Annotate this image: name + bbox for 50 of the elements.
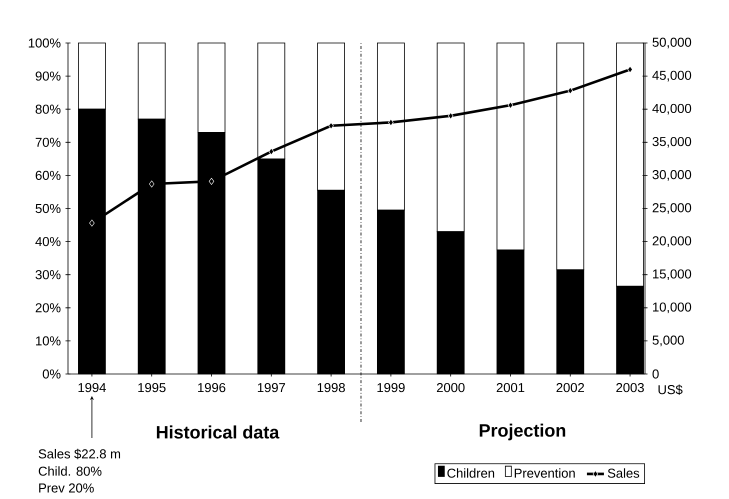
y-tick-label: 80% [36,104,61,114]
y-tick-label: 90% [36,72,61,81]
y-tick-label: 30% [36,270,61,280]
x-tick-label: 1999 [377,383,405,392]
legend-label: Children [447,468,494,478]
x-tick-label: 1995 [138,383,166,392]
x-tick-label: 2003 [616,383,644,392]
x-tick-label: 1996 [198,383,226,392]
point [208,178,214,185]
y-tick-label: 40% [35,237,61,246]
y2-tick-label: 40,000 [652,104,692,115]
legend-label: Prevention [514,468,575,478]
x-tick-label: 2002 [556,383,584,392]
y2-tick-label: 15,000 [653,269,692,280]
y-tick-label: 10% [36,336,61,346]
y2-tick-label: 0 [652,369,659,379]
y2-tick-label: 20,000 [652,236,692,247]
y2-axis-title: US$ [658,384,683,395]
point [89,220,95,227]
point [448,112,454,120]
legend-label: Sales [608,468,640,478]
point [388,118,394,126]
y-tick-label: 100% [28,38,61,48]
text: Child. 80% [38,466,102,476]
y2-tick-label: 50,000 [652,38,692,48]
x-tick-label: 2001 [496,383,524,392]
point [508,102,514,109]
y2-tick-label: 10,000 [653,302,692,314]
point [268,148,274,156]
x-tick-label: 1998 [318,383,345,392]
text: Historical data [156,425,280,439]
y-tick-label: 20% [36,303,61,312]
text: Projection [480,424,566,440]
y2-tick-label: 35,000 [652,136,692,148]
x-tick-label: 1994 [78,383,106,392]
text: Sales $22.8 m [38,448,120,460]
point [149,180,154,188]
y-tick-label: 60% [36,170,61,180]
x-tick-label: 2000 [436,383,465,392]
y-tick-label: 70% [36,138,61,147]
y2-tick-label: 25,000 [652,203,692,214]
point [627,66,633,73]
x-tick-label: 1997 [258,383,286,392]
y2-tick-label: 30,000 [652,170,692,181]
y2-tick-label: 5,000 [652,336,684,346]
y-tick-label: 50% [36,204,61,214]
y2-tick-label: 45,000 [652,70,692,82]
point [568,87,573,94]
y-tick-label: 0% [42,369,61,379]
text: Prev 20% [39,483,94,493]
